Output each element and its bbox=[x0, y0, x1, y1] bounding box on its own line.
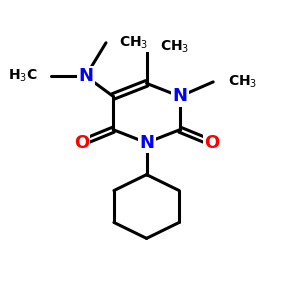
Text: N: N bbox=[172, 87, 188, 105]
Text: O: O bbox=[204, 134, 219, 152]
Text: O: O bbox=[74, 134, 89, 152]
Text: H$_3$C: H$_3$C bbox=[8, 68, 38, 84]
Text: N: N bbox=[139, 134, 154, 152]
Text: CH$_3$: CH$_3$ bbox=[160, 39, 189, 55]
Text: CH$_3$: CH$_3$ bbox=[119, 34, 148, 51]
Text: CH$_3$: CH$_3$ bbox=[228, 74, 257, 90]
Text: N: N bbox=[78, 67, 93, 85]
